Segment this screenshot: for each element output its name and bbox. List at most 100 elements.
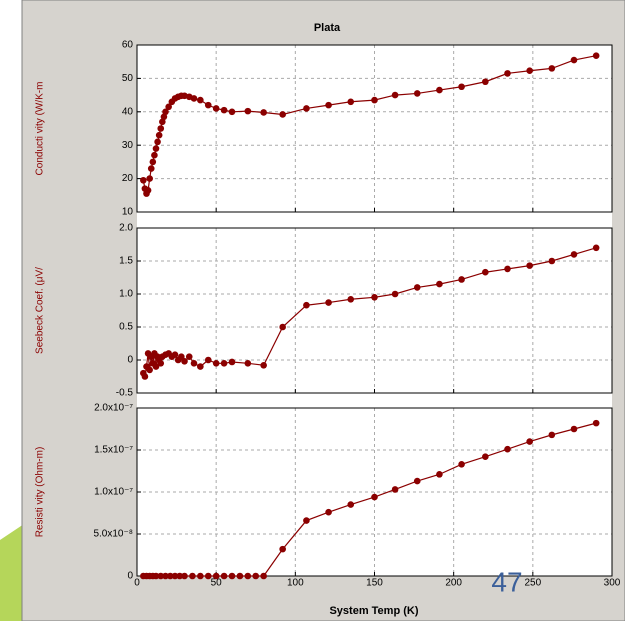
x-tick-label: 0 bbox=[134, 578, 140, 589]
data-point bbox=[156, 132, 163, 139]
x-tick-label: 250 bbox=[524, 578, 541, 589]
y-tick-label: -0.5 bbox=[116, 388, 134, 399]
data-point bbox=[146, 367, 153, 374]
data-point bbox=[229, 109, 236, 116]
y-tick-label: 1.0x10⁻⁷ bbox=[94, 487, 133, 498]
data-point bbox=[593, 245, 600, 252]
data-point bbox=[392, 92, 399, 99]
data-point bbox=[303, 517, 310, 524]
y-tick-label: 50 bbox=[122, 73, 134, 84]
y-tick-label: 20 bbox=[122, 173, 134, 184]
data-point bbox=[549, 258, 556, 265]
data-point bbox=[245, 573, 252, 580]
data-point bbox=[197, 573, 204, 580]
data-point bbox=[414, 478, 421, 485]
data-point bbox=[213, 105, 220, 112]
data-point bbox=[186, 353, 193, 360]
data-point bbox=[213, 360, 220, 367]
data-point bbox=[157, 360, 164, 367]
data-point bbox=[347, 98, 354, 105]
y-tick-label: 0 bbox=[127, 571, 133, 582]
data-point bbox=[303, 302, 310, 309]
data-point bbox=[148, 165, 155, 172]
data-point bbox=[303, 105, 310, 112]
data-point bbox=[191, 95, 198, 102]
data-point bbox=[245, 108, 252, 115]
data-point bbox=[458, 83, 465, 90]
data-point bbox=[482, 269, 489, 276]
data-point bbox=[482, 453, 489, 460]
data-point bbox=[571, 57, 578, 64]
data-point bbox=[221, 107, 228, 114]
data-point bbox=[142, 373, 149, 380]
data-point bbox=[197, 363, 204, 370]
data-point bbox=[221, 360, 228, 367]
data-point bbox=[526, 262, 533, 269]
data-point bbox=[482, 78, 489, 85]
data-point bbox=[325, 509, 332, 516]
data-point bbox=[436, 281, 443, 288]
data-point bbox=[504, 446, 511, 453]
y-tick-label: 0.5 bbox=[119, 322, 133, 333]
data-point bbox=[279, 324, 286, 331]
data-point bbox=[549, 65, 556, 72]
data-point bbox=[325, 102, 332, 109]
data-point bbox=[145, 187, 152, 194]
data-point bbox=[146, 175, 153, 182]
data-point bbox=[593, 52, 600, 59]
data-point bbox=[526, 67, 533, 74]
x-tick-label: 150 bbox=[366, 578, 383, 589]
y-tick-label: 5.0x10⁻⁸ bbox=[93, 529, 133, 540]
data-point bbox=[260, 362, 267, 369]
y-axis-label: Conducti vity (W/K-m bbox=[35, 82, 46, 176]
y-tick-label: 40 bbox=[122, 106, 134, 117]
data-point bbox=[458, 461, 465, 468]
data-point bbox=[197, 97, 204, 104]
data-point bbox=[260, 573, 267, 580]
y-tick-label: 1.5x10⁻⁷ bbox=[94, 445, 133, 456]
data-point bbox=[151, 152, 158, 159]
chart-title: Plata bbox=[314, 22, 341, 34]
data-point bbox=[205, 357, 212, 364]
data-point bbox=[252, 573, 259, 580]
y-tick-label: 1.0 bbox=[119, 289, 133, 300]
data-point bbox=[221, 573, 228, 580]
y-tick-label: 0 bbox=[127, 355, 133, 366]
data-point bbox=[392, 486, 399, 493]
data-point bbox=[229, 573, 236, 580]
data-point bbox=[153, 145, 160, 152]
data-point bbox=[392, 291, 399, 298]
data-point bbox=[245, 360, 252, 367]
data-point bbox=[371, 97, 378, 104]
data-point bbox=[371, 494, 378, 501]
data-point bbox=[504, 70, 511, 77]
data-point bbox=[325, 299, 332, 306]
data-point bbox=[371, 294, 378, 301]
data-point bbox=[549, 432, 556, 439]
data-point bbox=[504, 266, 511, 273]
data-point bbox=[154, 139, 161, 146]
x-tick-label: 100 bbox=[287, 578, 304, 589]
y-tick-label: 30 bbox=[122, 140, 134, 151]
data-point bbox=[140, 177, 147, 184]
y-tick-label: 10 bbox=[122, 207, 134, 218]
data-point bbox=[279, 546, 286, 553]
data-point bbox=[279, 111, 286, 118]
y-axis-label: Seebeck Coef. (μV/ bbox=[35, 267, 46, 354]
data-point bbox=[150, 159, 157, 166]
data-point bbox=[181, 573, 188, 580]
data-point bbox=[436, 471, 443, 478]
data-point bbox=[205, 573, 212, 580]
data-point bbox=[205, 102, 212, 109]
y-tick-label: 60 bbox=[122, 40, 134, 51]
x-tick-label: 200 bbox=[445, 578, 462, 589]
x-tick-label: 300 bbox=[604, 578, 621, 589]
data-point bbox=[526, 438, 533, 445]
data-point bbox=[347, 296, 354, 303]
data-point bbox=[260, 109, 267, 116]
data-point bbox=[237, 573, 244, 580]
data-point bbox=[189, 573, 196, 580]
x-axis-label: System Temp (K) bbox=[329, 605, 418, 617]
y-tick-label: 1.5 bbox=[119, 256, 133, 267]
y-tick-label: 2.0 bbox=[119, 223, 133, 234]
